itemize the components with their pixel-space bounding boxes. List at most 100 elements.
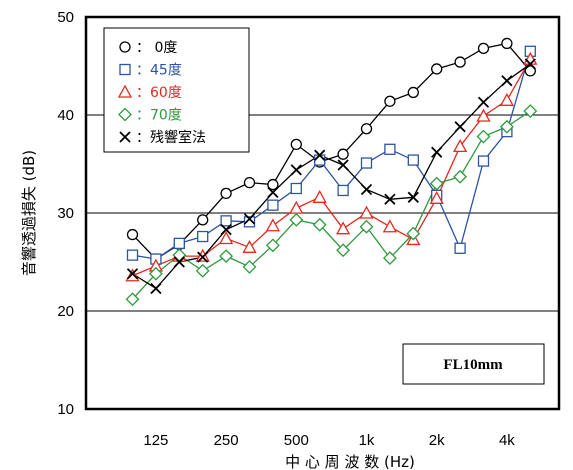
data-point [243,213,256,225]
data-point [384,95,396,107]
data-point [290,164,302,176]
data-point [197,230,209,243]
data-point-stroke [360,183,373,196]
data-point [384,143,396,155]
data-point [289,212,304,227]
data-point [119,41,131,53]
x-tick-label: 250 [214,432,239,449]
data-point [148,266,163,281]
data-point [384,193,396,205]
data-point [126,249,139,261]
data-point [524,65,536,77]
data-point [407,86,419,99]
legend-item: ： 0度 [119,40,177,56]
data-point-stroke [243,213,256,225]
data-point [265,238,280,253]
data-point [150,282,162,295]
data-point [220,224,232,236]
data-point [360,157,373,169]
x-tick-label: 2k [429,432,445,449]
data-point [220,187,232,200]
data-point-stroke [407,191,419,203]
data-point [337,148,349,160]
data-point-stroke [220,224,232,236]
data-point [477,96,490,108]
y-tick-label: 20 [57,303,74,320]
data-point [126,268,139,280]
data-point [119,63,131,76]
legend: ： 0度 ：45度 ：60度 ：70度 ：残響室法 [103,27,250,153]
legend-label: ： 0度 [136,40,177,56]
y-axis-label: 音響透過損失 (dB) [20,150,38,276]
data-point [219,249,234,264]
data-point-stroke [290,164,302,176]
data-point [382,219,397,233]
data-point-stroke [267,186,279,199]
data-point [267,199,279,211]
data-point-stroke [384,193,396,205]
series-markers-cross [126,58,536,295]
data-point [359,205,374,219]
legend-item: ：残響室法 [119,129,206,146]
data-point [407,191,419,203]
data-point [267,186,279,199]
y-tick-label: 30 [57,205,74,222]
data-point [501,75,513,87]
data-point [314,154,326,166]
data-point-stroke [314,149,326,161]
data-point [523,104,538,118]
data-point [499,119,514,134]
data-point-stroke [197,251,209,263]
data-point-stroke [524,58,536,70]
data-point-stroke [173,256,185,268]
legend-label: ：60度 [136,85,182,101]
legend-label: ：70度 [136,108,182,124]
y-tick-labels: 10 20 30 40 50 [57,9,74,418]
data-point [290,182,302,195]
data-point [336,221,351,235]
x-tick-label: 4k [499,432,515,449]
data-point [429,190,444,204]
data-point [314,149,326,161]
data-point [454,121,466,133]
data-point [219,231,234,245]
data-point [243,216,256,228]
data-point [119,131,131,143]
data-point [476,108,491,122]
data-point [267,178,279,191]
legend-label: ：45度 [136,63,182,79]
x-tick-label: 1k [359,432,375,449]
legend-label: ：残響室法 [136,129,206,146]
data-point [476,129,491,144]
data-point [477,42,490,55]
y-tick-label: 40 [57,107,74,124]
plot-frame [84,15,561,411]
series-markers-diamond [125,104,538,307]
x-axis-label: 中 心 周 波 数 (Hz) [285,453,415,470]
x-tick-labels: 125 250 500 1k 2k 4k [143,432,515,449]
data-point [336,243,351,258]
data-point [406,226,421,241]
data-point [265,218,280,232]
legend-item: ：60度 [117,84,182,101]
data-point [118,107,132,122]
data-point-stroke [337,159,349,171]
data-point [453,139,468,153]
series-layer [125,37,538,307]
data-point [195,248,210,262]
data-point-stroke [431,146,443,158]
series-markers-triangle [125,51,538,282]
data-point [337,159,349,171]
data-point [242,239,257,253]
data-point [117,84,133,98]
data-point [125,292,140,307]
data-point [407,154,419,166]
data-point [360,183,373,196]
annotation-box: FL10mm [402,343,545,385]
data-point [242,259,257,274]
data-point [454,242,466,254]
data-point [359,219,374,234]
data-point [337,184,349,197]
x-tick-label: 125 [143,432,168,449]
